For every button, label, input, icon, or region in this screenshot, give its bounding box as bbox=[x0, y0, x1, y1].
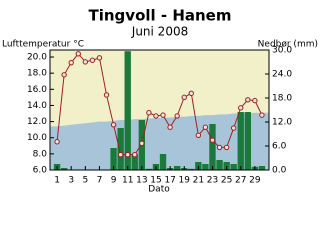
x-tick-label: 17 bbox=[164, 176, 175, 186]
temperature-point bbox=[68, 59, 74, 66]
x-tick-label: 27 bbox=[235, 176, 246, 186]
temperature-point bbox=[167, 124, 173, 130]
temperature-point bbox=[245, 97, 251, 103]
precip-bar bbox=[202, 164, 209, 170]
temperature-point bbox=[202, 124, 209, 130]
plot-frame bbox=[49, 49, 270, 171]
y-axis-label: Lufttemperatur °C bbox=[2, 40, 84, 50]
temperature-point bbox=[223, 144, 230, 151]
temperature-point bbox=[96, 55, 103, 61]
temperature-point bbox=[54, 139, 60, 145]
y2-tick-label: 0.0 bbox=[272, 166, 287, 176]
temperature-point bbox=[125, 151, 131, 158]
precip-bar bbox=[131, 154, 138, 170]
temperature-point bbox=[82, 59, 89, 65]
temperature-point bbox=[153, 113, 159, 119]
chart-subtitle: Juni 2008 bbox=[131, 25, 188, 39]
y-tick-label: 12.0 bbox=[27, 117, 47, 127]
x-tick-label: 25 bbox=[221, 176, 232, 186]
temperature-point bbox=[139, 140, 145, 147]
temperature-point bbox=[160, 112, 166, 118]
x-tick-label: 21 bbox=[193, 176, 204, 186]
y-tick-label: 14.0 bbox=[27, 101, 47, 111]
temperature-point bbox=[230, 125, 237, 131]
precip-bar bbox=[124, 51, 131, 171]
temperature-point bbox=[195, 132, 202, 138]
temperature-point bbox=[146, 110, 152, 116]
y2-tick-label: 12.0 bbox=[272, 118, 292, 128]
x-tick-label: 29 bbox=[249, 176, 261, 186]
temperature-point bbox=[75, 51, 81, 57]
x-tick-label: 7 bbox=[97, 176, 103, 186]
precip-bar bbox=[258, 166, 266, 170]
y2-tick-label: 18.0 bbox=[272, 94, 292, 104]
precip-bar bbox=[173, 166, 181, 170]
temperature-point bbox=[117, 151, 124, 158]
x-tick-label: 13 bbox=[136, 176, 147, 186]
x-tick-label: 1 bbox=[54, 176, 60, 186]
y-tick-label: 18.0 bbox=[27, 69, 47, 79]
y-tick-label: 10.0 bbox=[27, 133, 47, 143]
temperature-point bbox=[61, 72, 67, 78]
x-tick-label: 11 bbox=[122, 176, 133, 186]
temperature-point bbox=[110, 122, 117, 128]
temperature-point bbox=[181, 94, 187, 101]
temperature-point bbox=[103, 92, 110, 98]
temperature-point bbox=[89, 57, 96, 63]
precip-bar bbox=[117, 128, 124, 170]
temperature-point bbox=[259, 112, 265, 118]
x-tick-label: 15 bbox=[150, 176, 161, 186]
y-tick-label: 20.0 bbox=[27, 53, 47, 63]
y2-axis-label: Nedbør (mm) bbox=[258, 40, 318, 50]
x-tick-label: 5 bbox=[82, 176, 88, 186]
y2-tick-label: 6.0 bbox=[272, 142, 287, 152]
temperature-point bbox=[209, 137, 216, 143]
temperature-point bbox=[252, 97, 258, 104]
temperature-point bbox=[238, 105, 244, 111]
y-tick-label: 6.0 bbox=[33, 166, 48, 176]
chart-title: Tingvoll - Hanem bbox=[89, 7, 232, 25]
temperature-point bbox=[216, 144, 223, 151]
x-tick-label: 23 bbox=[207, 176, 218, 186]
precip-bar bbox=[159, 154, 167, 170]
x-axis-label: Dato bbox=[148, 185, 170, 195]
precip-bar bbox=[216, 160, 223, 170]
precip-bar bbox=[209, 124, 216, 170]
precip-bar bbox=[60, 168, 68, 170]
temperature-point bbox=[174, 113, 180, 119]
precip-bar bbox=[237, 112, 244, 170]
x-tick-label: 3 bbox=[68, 176, 74, 186]
precip-bar bbox=[188, 168, 195, 170]
y-tick-label: 16.0 bbox=[27, 85, 47, 95]
precip-bar bbox=[244, 112, 251, 170]
x-tick-label: 19 bbox=[178, 176, 190, 186]
precip-bar bbox=[110, 148, 117, 170]
chart: Tingvoll - Hanem Juni 2008 Lufttemperatu… bbox=[2, 7, 318, 195]
x-tick-label: 9 bbox=[111, 176, 117, 186]
y-tick-label: 8.0 bbox=[33, 149, 48, 159]
precip-bar bbox=[230, 164, 237, 170]
y2-tick-label: 24.0 bbox=[272, 70, 292, 80]
precip-bar bbox=[145, 168, 153, 170]
temperature-point bbox=[132, 151, 138, 158]
y2-tick-label: 30.0 bbox=[272, 46, 292, 56]
temperature-point bbox=[188, 90, 194, 97]
